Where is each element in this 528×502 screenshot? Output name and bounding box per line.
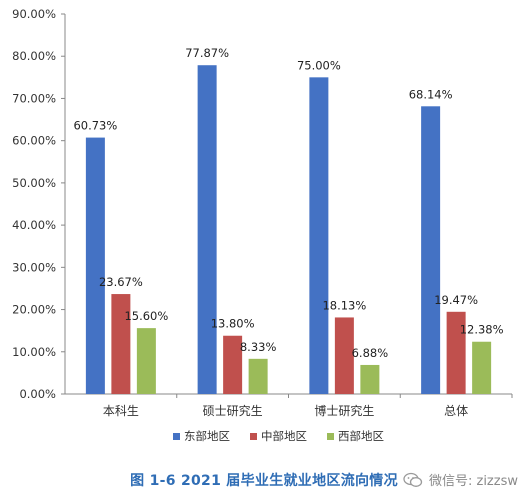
- x-tick-label: 博士研究生: [314, 403, 374, 418]
- legend-label: 中部地区: [261, 429, 307, 443]
- bar-3-2: [248, 358, 268, 394]
- data-label: 12.38%: [460, 323, 504, 337]
- data-label: 75.00%: [297, 58, 341, 72]
- watermark-text: 微信号: zizzsw: [428, 474, 518, 489]
- y-tick-label: 0.00%: [19, 387, 56, 401]
- data-label: 15.60%: [124, 309, 168, 323]
- bar-2-2: [223, 335, 243, 394]
- chart: 0.00% 10.00% 20.00% 30.00% 40.00% 50.00% 60.00…: [12, 7, 513, 443]
- bar-1-3: [309, 77, 329, 394]
- bar-2-4: [446, 311, 466, 394]
- data-label: 6.88%: [352, 346, 389, 360]
- y-tick-label: 60.00%: [12, 134, 56, 148]
- y-tick-label: 50.00%: [12, 176, 56, 190]
- x-tick-label: 硕士研究生: [203, 403, 263, 418]
- data-label: 68.14%: [409, 87, 453, 101]
- watermark: 微信号: zizzsw: [403, 470, 518, 489]
- bar-2-1: [111, 294, 131, 394]
- bar-1-2: [197, 65, 217, 395]
- data-label: 13.80%: [211, 317, 255, 331]
- legend-label: 东部地区: [184, 429, 230, 443]
- data-label: 18.13%: [322, 298, 366, 312]
- x-tick-label: 本科生: [103, 404, 139, 418]
- y-tick-label: 40.00%: [12, 218, 56, 232]
- bar-3-3: [360, 364, 380, 394]
- data-label: 23.67%: [99, 275, 143, 289]
- x-tick-label: 总体: [444, 404, 468, 418]
- data-label: 77.87%: [185, 46, 229, 60]
- bar-3-4: [472, 341, 492, 394]
- y-tick-label: 90.00%: [12, 7, 56, 21]
- data-label: 8.33%: [240, 340, 277, 354]
- legend-label: 西部地区: [338, 429, 384, 443]
- wechat-icon: [403, 472, 423, 487]
- bar-2-3: [334, 317, 354, 394]
- data-label: 60.73%: [73, 119, 117, 133]
- y-tick-label: 30.00%: [12, 260, 56, 274]
- legend-swatch-3: [327, 433, 334, 440]
- figure-caption: 图 1-6 2021 届毕业生就业地区流向情况: [130, 473, 398, 489]
- y-tick-label: 80.00%: [12, 49, 56, 63]
- legend-swatch-1: [173, 433, 180, 440]
- y-tick-label: 70.00%: [12, 91, 56, 105]
- bar-3-1: [136, 328, 156, 394]
- bar-1-4: [421, 106, 441, 394]
- bar-1-1: [85, 137, 105, 394]
- y-tick-label: 10.00%: [12, 345, 56, 359]
- legend-swatch-2: [250, 433, 257, 440]
- y-tick-label: 20.00%: [12, 303, 56, 317]
- data-label: 19.47%: [434, 293, 478, 307]
